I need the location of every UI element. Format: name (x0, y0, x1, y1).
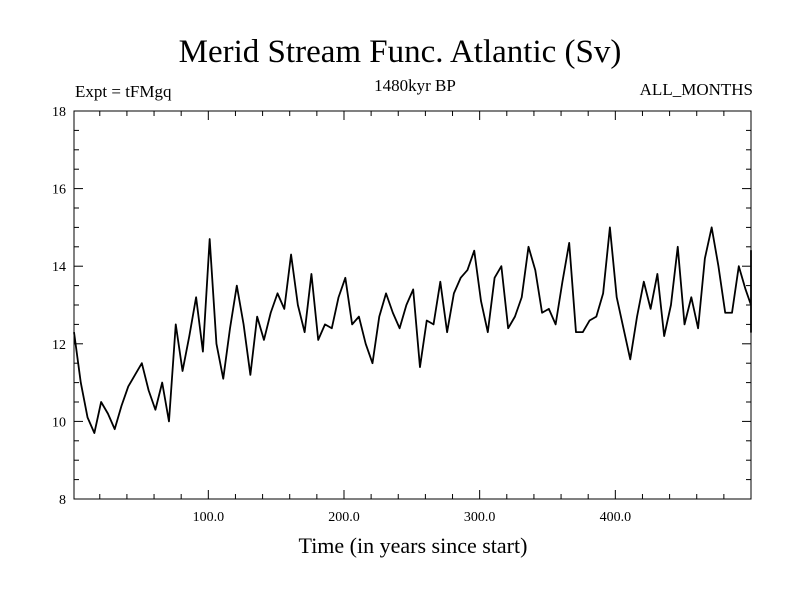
x-tick-label: 200.0 (328, 510, 360, 525)
months-label: ALL_MONTHS (639, 80, 753, 99)
y-tick-label: 12 (52, 338, 66, 353)
chart-title: Merid Stream Func. Atlantic (Sv) (178, 34, 622, 70)
y-tick-label: 16 (52, 183, 66, 198)
y-tick-label: 18 (52, 105, 66, 120)
y-tick-label: 10 (52, 415, 66, 430)
x-tick-label: 400.0 (600, 510, 632, 525)
x-axis-title: Time (in years since start) (299, 533, 528, 558)
experiment-label: Expt = tFMgq (75, 82, 172, 101)
y-tick-label: 8 (59, 493, 66, 508)
tick-labels: 100.0 200.0 300.0 400.0 8 10 12 14 16 18 (52, 105, 631, 525)
period-label: 1480kyr BP (374, 76, 456, 95)
axis-ticks (74, 110, 751, 500)
series-line (73, 226, 752, 434)
x-tick-label: 300.0 (464, 510, 496, 525)
x-tick-label: 100.0 (193, 510, 225, 525)
y-tick-label: 14 (52, 260, 66, 275)
